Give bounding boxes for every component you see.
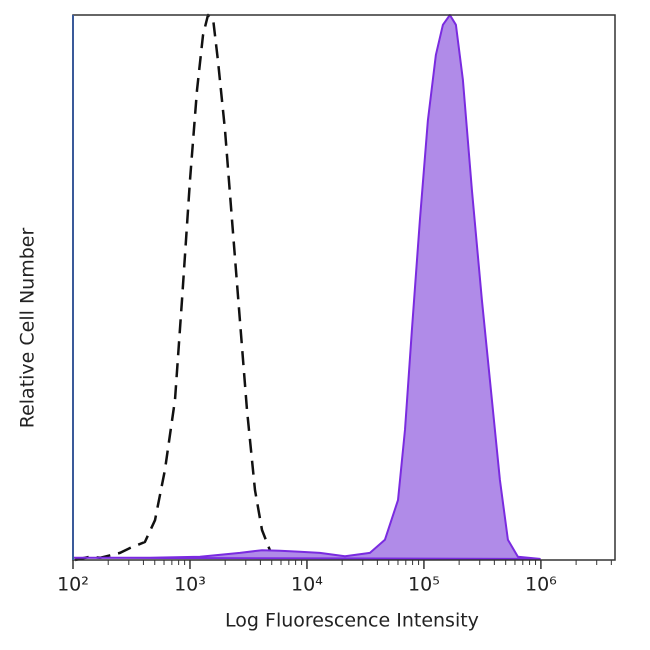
x-tick-label: 10² bbox=[57, 574, 89, 596]
y-axis-label: Relative Cell Number bbox=[17, 228, 39, 429]
plot-frame bbox=[72, 14, 616, 561]
filled-histogram bbox=[72, 14, 541, 560]
x-axis-label: Log Fluorescence Intensity bbox=[225, 610, 479, 632]
control-histogram bbox=[74, 13, 300, 562]
x-tick-label: 10⁴ bbox=[291, 574, 323, 596]
x-tick-label: 10⁵ bbox=[408, 574, 440, 596]
x-tick-label: 10³ bbox=[174, 574, 206, 596]
x-tick-label: 10⁶ bbox=[525, 574, 557, 596]
